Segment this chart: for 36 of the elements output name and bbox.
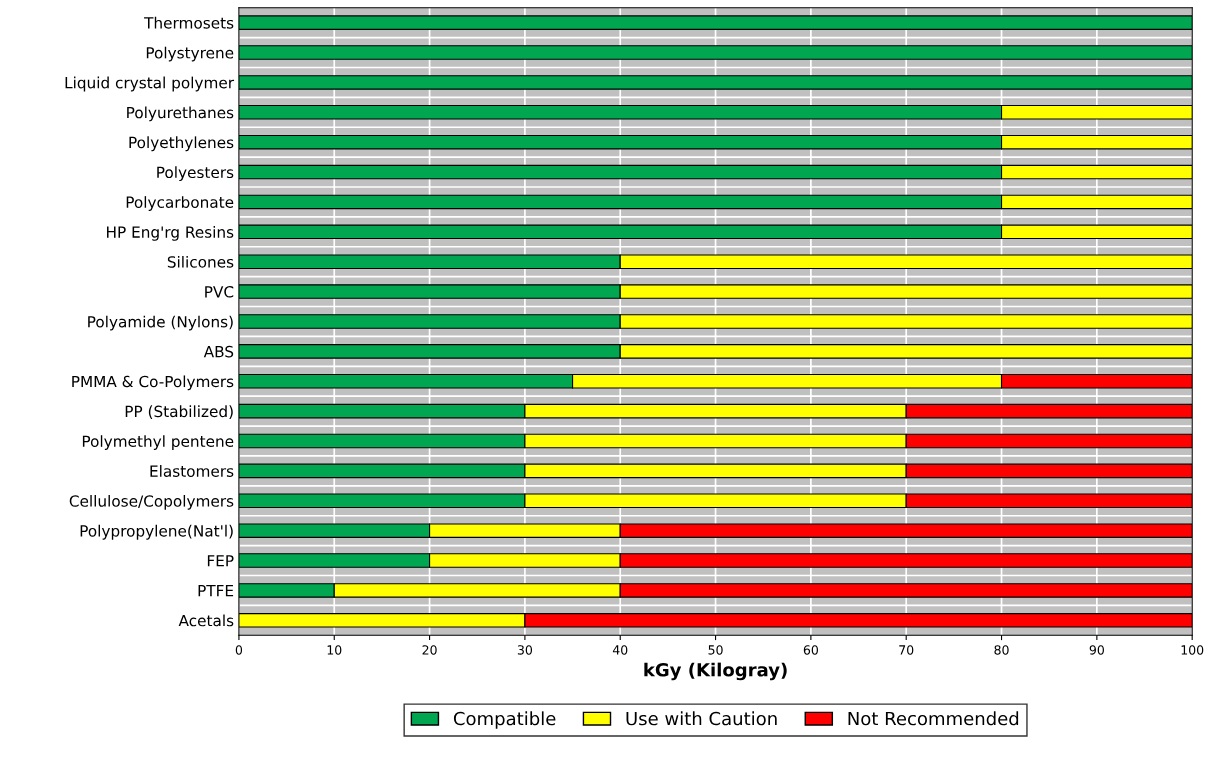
x-tick-label: 80	[994, 645, 1009, 655]
y-tick-label: Liquid crystal polymer	[65, 76, 235, 92]
x-tick-label: 10	[327, 645, 342, 655]
x-tick-label: 40	[612, 645, 628, 655]
y-tick-label: HP Eng'rg Resins	[107, 226, 234, 241]
x-tick-label: 30	[517, 645, 533, 655]
y-tick-label: Polycarbonate	[126, 196, 234, 211]
y-tick-label: PP (Stabilized)	[125, 405, 233, 419]
y-tick-label: Polyethylenes	[129, 136, 234, 152]
y-tick-label: Silicones	[167, 255, 234, 268]
y-tick-label: Polyamide (Nylons)	[88, 315, 233, 331]
x-tick-label: 100	[1181, 645, 1204, 655]
x-tick-label: 0	[235, 645, 243, 655]
y-tick-label: Cellulose/Copolymers	[69, 494, 234, 510]
x-tick-label: 60	[803, 645, 818, 655]
x-tick-label: 90	[1089, 645, 1104, 655]
x-tick-label: 20	[422, 645, 437, 655]
legend-label: Not Recommended	[848, 711, 1019, 726]
y-tick-label: Acetals	[178, 614, 234, 627]
y-tick-label: ABS	[203, 345, 234, 358]
y-tick-label: FEP	[207, 555, 234, 567]
x-tick-label: 50	[708, 645, 723, 655]
legend-label: Compatible	[453, 711, 556, 729]
y-tick-label: PVC	[205, 286, 234, 298]
y-tick-label: Thermosets	[144, 16, 234, 29]
y-tick-label: Polyesters	[157, 166, 234, 182]
y-tick-label: Polypropylene(Nat'l)	[80, 524, 233, 540]
y-tick-label: PTFE	[198, 585, 234, 597]
y-tick-label: Elastomers	[150, 465, 234, 477]
x-tick-label: 70	[899, 645, 914, 655]
y-tick-label: Polyurethanes	[127, 106, 234, 122]
y-tick-label: PMMA & Co-Polymers	[72, 375, 234, 391]
y-tick-label: Polystyrene	[146, 46, 234, 62]
x-axis-title: kGy (Kilogray)	[644, 662, 787, 681]
legend-label: Use with Caution	[626, 711, 777, 726]
y-tick-label: Polymethyl pentene	[82, 435, 234, 450]
